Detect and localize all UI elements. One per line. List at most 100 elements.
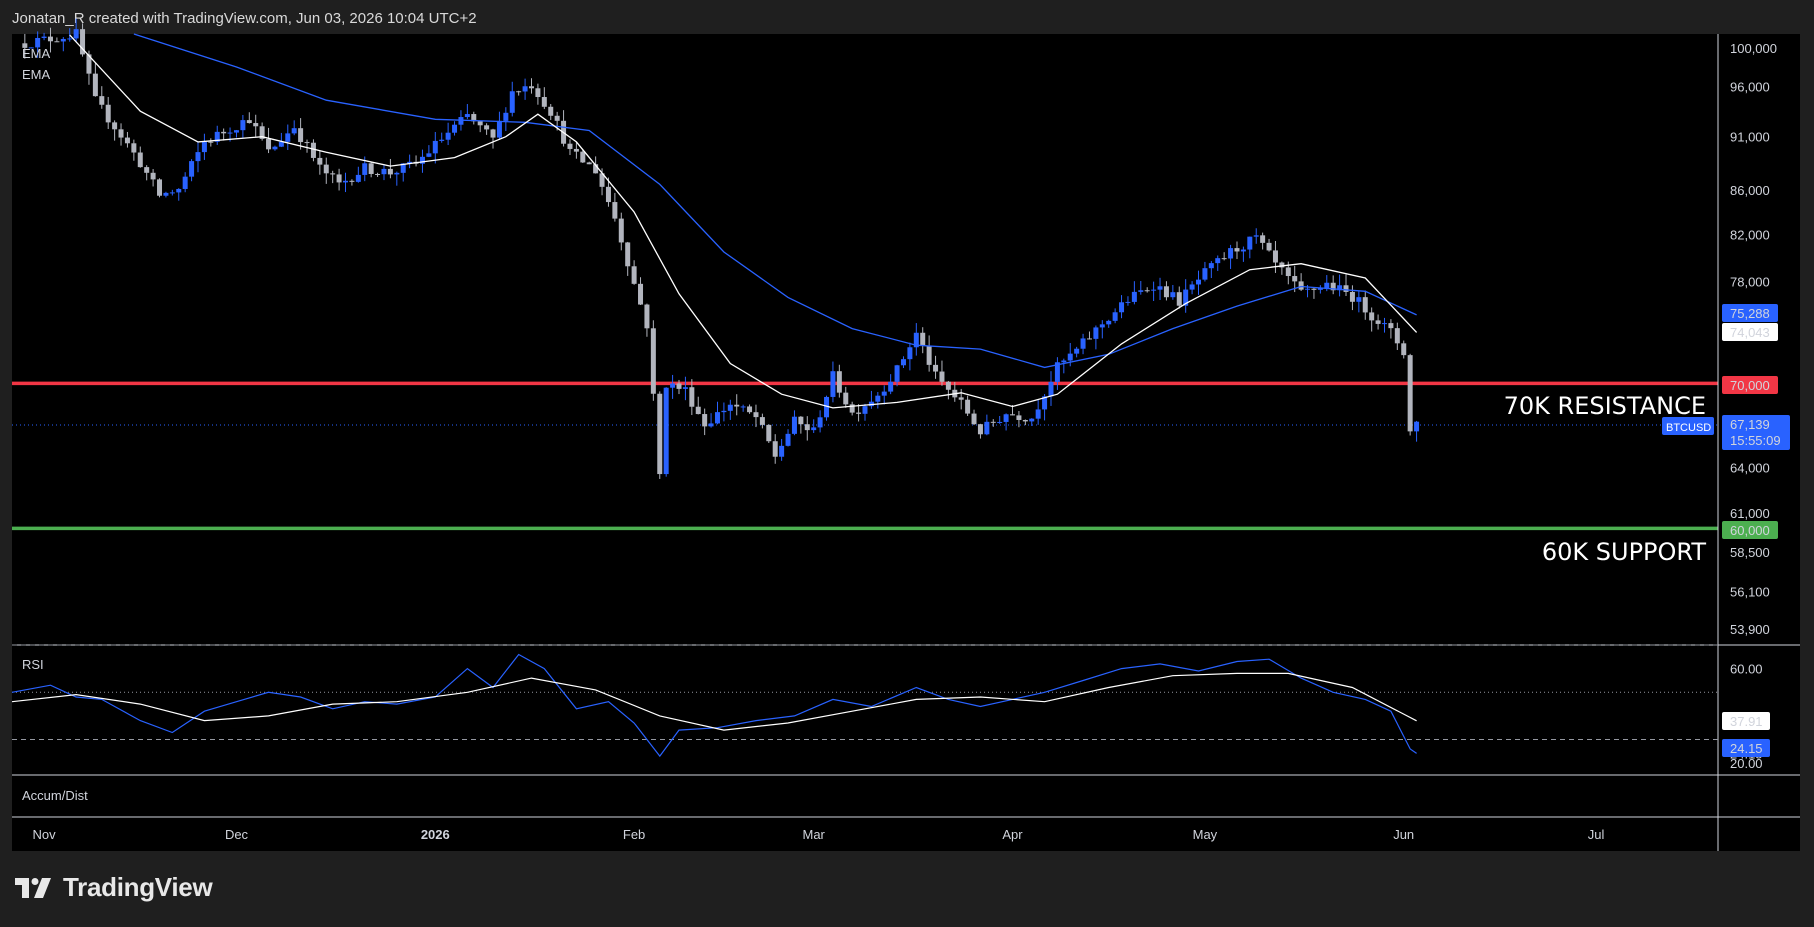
candle-body — [496, 120, 502, 138]
candle — [349, 179, 355, 186]
candle-body — [1305, 288, 1311, 290]
candle-body — [291, 128, 297, 134]
candle — [445, 122, 451, 146]
rsi-tick: 20.00 — [1730, 756, 1763, 771]
candle-body — [977, 424, 983, 435]
candle-body — [1388, 323, 1394, 329]
rsi-value-badge-text: 24.15 — [1730, 741, 1763, 756]
time-tick: 2026 — [421, 827, 450, 842]
candle — [631, 260, 637, 285]
candle-body — [1144, 290, 1150, 292]
price-axis[interactable]: 100,000 96,000 91,000 86,000 82,000 78,000 74,… — [1730, 41, 1777, 637]
candle-body — [926, 345, 932, 365]
candle — [169, 189, 175, 196]
candle-body — [182, 176, 188, 189]
candle — [1266, 238, 1272, 252]
candle-body — [221, 131, 227, 134]
candle — [830, 361, 836, 403]
symbol-badge-text: BTCUSD — [1666, 422, 1711, 434]
candle-body — [753, 412, 759, 418]
candle-body — [131, 143, 137, 153]
candle — [163, 191, 169, 198]
time-axis[interactable]: Nov Dec 2026 Feb Mar Apr May Jun Jul — [33, 827, 1605, 842]
price-tick: 78,000 — [1730, 275, 1770, 290]
candle-body — [310, 142, 316, 158]
candle-body — [856, 412, 862, 414]
time-tick: Apr — [1002, 827, 1023, 842]
ema-2-label[interactable]: EMA — [22, 67, 51, 82]
candle-body — [1112, 312, 1118, 321]
candle-body — [1285, 267, 1291, 277]
support-label: 60K SUPPORT — [1542, 538, 1706, 566]
candle — [913, 323, 919, 356]
candle-body — [573, 148, 579, 152]
candle — [1189, 281, 1195, 295]
candle — [1035, 399, 1041, 425]
candle — [1381, 317, 1387, 333]
candle — [41, 32, 47, 41]
candle — [1215, 255, 1221, 271]
candle-body — [907, 347, 913, 360]
candle-body — [28, 47, 34, 49]
candle-body — [144, 167, 150, 173]
candle-body — [721, 410, 727, 413]
candle-body — [586, 162, 592, 165]
candle-body — [605, 186, 611, 203]
chart-background — [12, 34, 1800, 851]
candle-body — [933, 364, 939, 372]
candle-body — [1240, 249, 1246, 252]
candle-body — [1003, 414, 1009, 422]
rsi-label[interactable]: RSI — [22, 657, 44, 672]
candle — [189, 159, 195, 182]
candle — [176, 188, 182, 201]
candle — [323, 157, 329, 184]
candle-body — [920, 332, 926, 346]
candle-body — [317, 157, 323, 165]
candle — [573, 142, 579, 159]
candle-body — [214, 131, 220, 142]
candle-body — [1228, 248, 1234, 259]
rsi-ma-badge-text: 37.91 — [1730, 714, 1763, 729]
candle-body — [1279, 262, 1285, 268]
candle — [881, 385, 887, 405]
candle-body — [80, 29, 86, 55]
candle — [747, 404, 753, 414]
candle-body — [913, 332, 919, 348]
candle — [1157, 277, 1163, 300]
candle-body — [1054, 362, 1060, 382]
candle-body — [1125, 301, 1131, 303]
candle — [939, 360, 945, 386]
candle-body — [971, 413, 977, 425]
rsi-line — [11, 653, 1417, 758]
candle — [157, 178, 163, 198]
accum-dist-label[interactable]: Accum/Dist — [22, 788, 88, 803]
candle — [1016, 410, 1022, 428]
ema-1-label[interactable]: EMA — [22, 46, 51, 61]
candle — [977, 423, 983, 439]
candle-body — [1401, 343, 1407, 356]
candle-body — [355, 174, 361, 182]
ema-slow-line — [133, 33, 1417, 369]
candle-body — [875, 395, 881, 402]
tradingview-logo[interactable]: TradingView — [15, 872, 213, 903]
candle — [182, 172, 188, 193]
candle-body — [1080, 338, 1086, 349]
rsi-ma-badge: 37.91 — [1722, 712, 1770, 730]
candle — [73, 18, 79, 42]
price-tick: 91,000 — [1730, 130, 1770, 145]
candle — [1343, 274, 1349, 297]
candle-body — [663, 387, 669, 475]
candle-body — [618, 218, 624, 243]
candle — [1414, 420, 1420, 442]
candle-body — [73, 29, 79, 39]
candle-body — [1067, 353, 1073, 361]
candle — [1003, 413, 1009, 431]
candle — [548, 104, 554, 121]
ema-fast-line — [69, 34, 1418, 409]
candle — [503, 107, 509, 132]
candle-body — [445, 132, 451, 140]
candle — [1407, 353, 1413, 436]
candle-body — [868, 401, 874, 407]
candle — [394, 171, 400, 186]
candle — [490, 128, 496, 149]
